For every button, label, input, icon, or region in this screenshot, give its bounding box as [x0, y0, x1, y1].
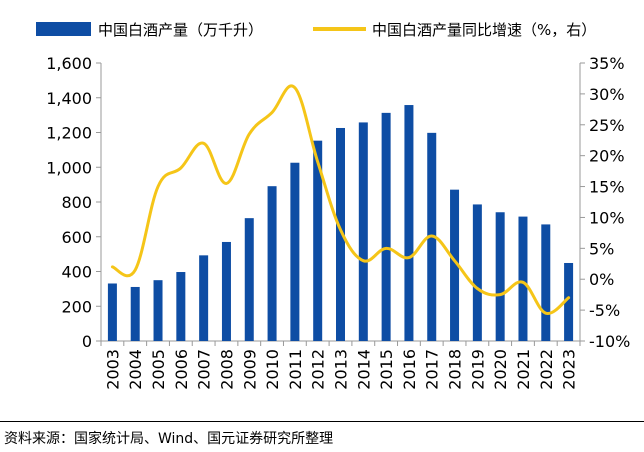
bar	[199, 255, 209, 341]
right-tick-label: 15%	[589, 178, 625, 197]
left-tick-label: 200	[61, 297, 92, 316]
x-tick-label: 2011	[286, 349, 305, 390]
source-divider	[0, 421, 644, 422]
right-tick-label: 30%	[589, 85, 625, 104]
bar	[336, 127, 345, 341]
bar	[290, 162, 300, 341]
left-tick-label: 1,400	[46, 89, 92, 108]
bar	[404, 105, 414, 341]
bar	[313, 140, 323, 341]
x-tick-label: 2013	[332, 349, 351, 390]
bar	[244, 218, 254, 341]
bar	[450, 189, 460, 341]
bar	[381, 112, 391, 342]
x-tick-label: 2015	[377, 349, 396, 390]
x-tick-label: 2003	[103, 349, 122, 390]
right-tick-label: -10%	[589, 332, 630, 351]
x-tick-label: 2019	[468, 349, 487, 390]
bar	[267, 186, 277, 341]
x-tick-label: 2021	[514, 349, 533, 390]
right-tick-label: 0%	[589, 270, 614, 289]
bar	[358, 122, 368, 341]
bar	[472, 204, 482, 341]
left-tick-label: 1,200	[46, 124, 92, 143]
x-tick-label: 2005	[149, 349, 168, 390]
x-tick-label: 2008	[217, 349, 236, 390]
bar	[564, 262, 574, 341]
bar	[518, 216, 528, 341]
right-tick-label: 5%	[589, 239, 614, 258]
x-tick-label: 2014	[354, 349, 373, 390]
x-tick-label: 2020	[491, 349, 510, 390]
x-tick-label: 2022	[537, 349, 556, 390]
bar	[153, 280, 163, 341]
left-tick-label: 400	[61, 263, 92, 282]
bar	[495, 212, 505, 341]
legend-bar-label: 中国白酒产量（万千升）	[98, 21, 263, 39]
left-tick-label: 800	[61, 193, 92, 212]
x-tick-label: 2010	[263, 349, 282, 390]
x-tick-label: 2018	[446, 349, 465, 390]
x-tick-label: 2017	[423, 349, 442, 390]
bar	[107, 283, 117, 341]
growth-line	[110, 84, 571, 315]
x-tick-label: 2016	[400, 349, 419, 390]
left-tick-label: 1,000	[46, 158, 92, 177]
left-tick-label: 600	[61, 228, 92, 247]
x-tick-label: 2012	[309, 349, 328, 390]
legend-line-label: 中国白酒产量同比增速（%，右）	[372, 21, 596, 39]
bar	[130, 286, 140, 341]
right-tick-label: 25%	[589, 116, 625, 135]
right-tick-label: -5%	[589, 301, 620, 320]
right-tick-label: 20%	[589, 147, 625, 166]
x-tick-label: 2004	[126, 349, 145, 390]
bar	[176, 272, 186, 341]
left-tick-label: 0	[82, 332, 92, 351]
right-tick-label: 10%	[589, 208, 625, 227]
x-tick-label: 2009	[240, 349, 259, 390]
legend-bar-swatch	[36, 22, 91, 36]
left-tick-label: 1,600	[46, 54, 92, 73]
x-tick-label: 2007	[195, 349, 214, 390]
bar	[541, 224, 551, 341]
x-tick-label: 2023	[560, 349, 579, 390]
bar	[221, 241, 231, 341]
right-tick-label: 35%	[589, 54, 625, 73]
source-note: 资料来源：国家统计局、Wind、国元证券研究所整理	[4, 431, 334, 447]
x-tick-label: 2006	[172, 349, 191, 390]
